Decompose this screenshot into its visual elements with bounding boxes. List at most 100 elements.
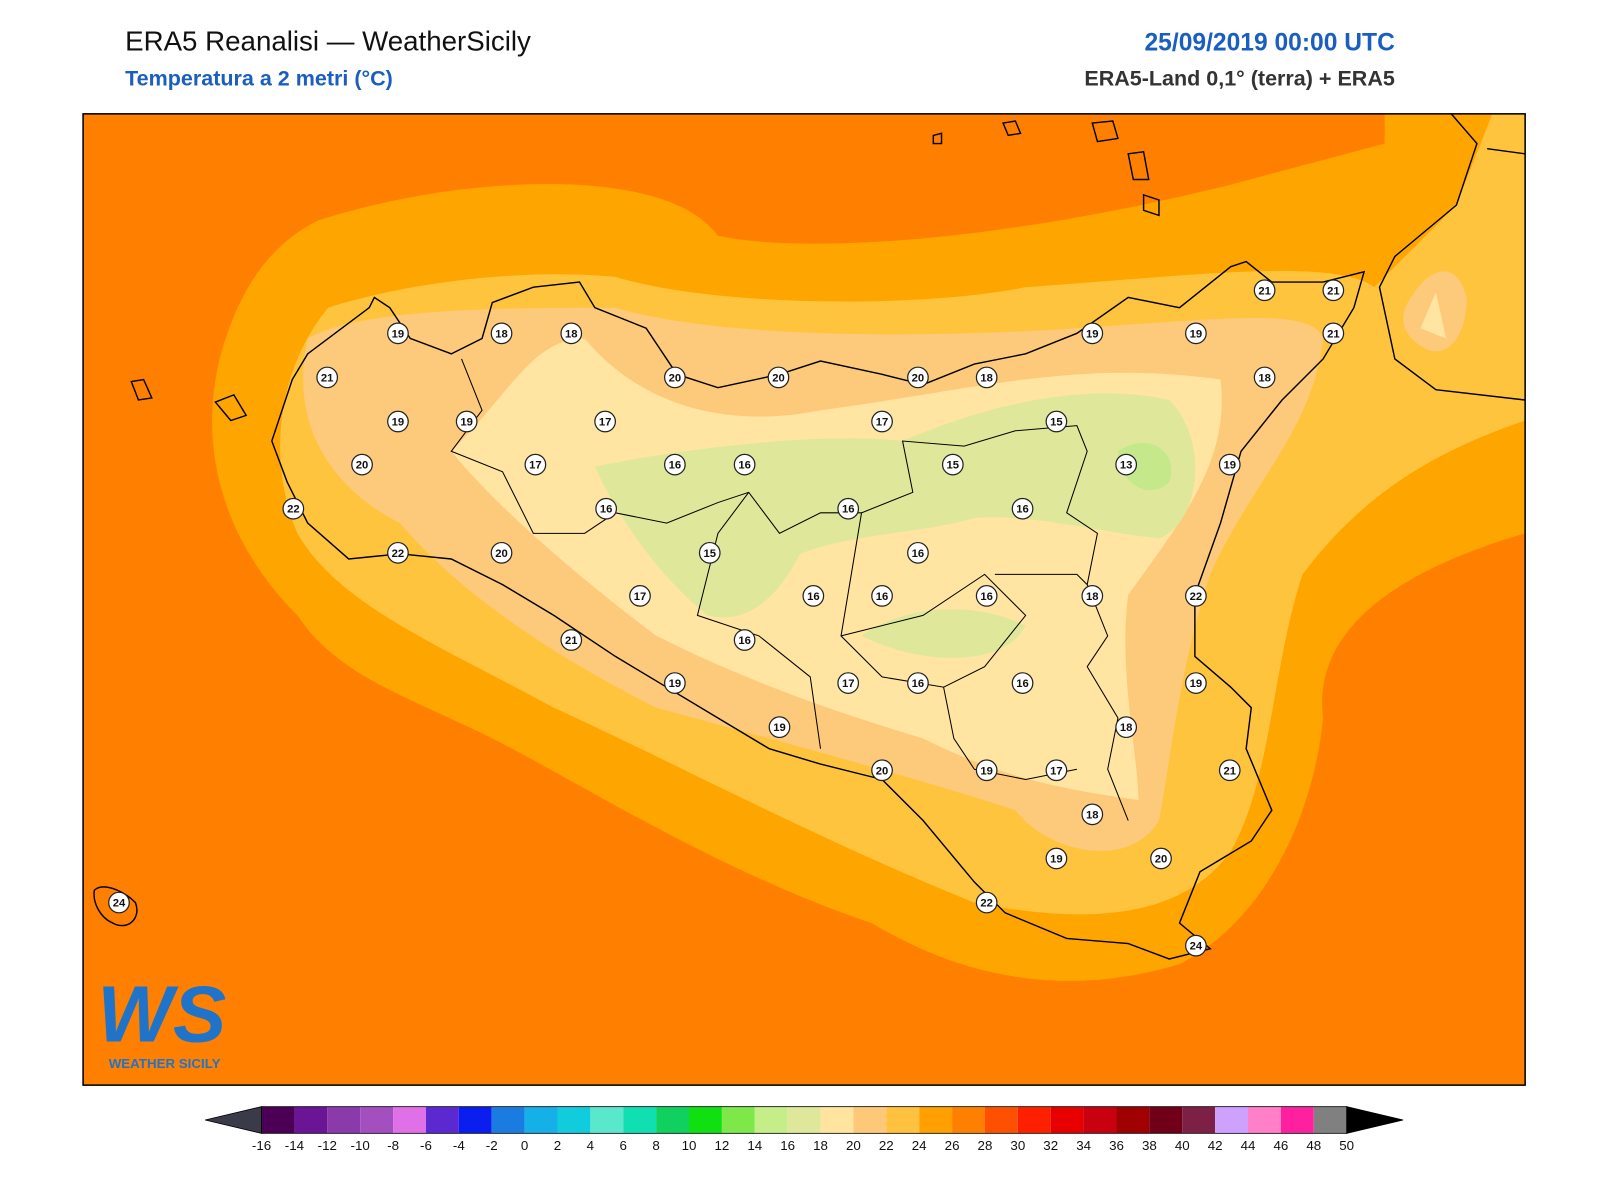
- colorbar-swatch: [1182, 1106, 1216, 1134]
- station-marker: [1011, 672, 1034, 694]
- station-value: 24: [113, 898, 126, 910]
- colorbar-swatch: [261, 1106, 295, 1134]
- station-value: 17: [876, 417, 889, 429]
- colorbar-tick-label: 34: [1076, 1138, 1091, 1153]
- station-value: 18: [1086, 591, 1099, 603]
- station-value: 16: [842, 504, 855, 516]
- station-marker: [524, 453, 547, 476]
- station-marker: [560, 322, 583, 345]
- colorbar-tick-label: -10: [351, 1138, 370, 1153]
- datetime: 25/09/2019 00:00 UTC: [1144, 30, 1395, 57]
- colorbar-tick-label: 24: [912, 1138, 927, 1153]
- station-marker: [282, 497, 305, 520]
- title: ERA5 Reanalisi — WeatherSicily: [125, 25, 531, 56]
- station-marker: [595, 497, 618, 520]
- station-value: 20: [495, 548, 508, 560]
- station-value: 16: [1016, 678, 1029, 690]
- colorbar-swatch: [425, 1106, 459, 1134]
- station-marker: [316, 366, 339, 389]
- colorbar-tick-label: 2: [554, 1138, 561, 1153]
- colorbar-under: [205, 1106, 262, 1134]
- station-value: 20: [1155, 853, 1168, 865]
- colorbar-tick-label: 42: [1208, 1138, 1223, 1153]
- colorbar-swatch: [1313, 1106, 1347, 1134]
- station-value: 19: [392, 417, 405, 429]
- colorbar-tick-label: 18: [813, 1138, 828, 1153]
- colorbar-tick-label: 32: [1043, 1138, 1058, 1153]
- station-value: 20: [876, 765, 889, 777]
- station-marker: [1322, 279, 1345, 302]
- colorbar-swatch: [1116, 1106, 1150, 1134]
- station-marker: [1253, 366, 1276, 389]
- station-marker: [1253, 279, 1276, 302]
- colorbar-tick-label: 12: [714, 1138, 729, 1153]
- station-marker: [387, 410, 409, 433]
- station-marker: [733, 453, 756, 476]
- contour-12: [1117, 443, 1172, 491]
- stations: 19 18 18 21 19 19 20 20 17 20 17 16 16 22 16 16 22 20 15 17…: [108, 279, 1345, 957]
- station-value: 16: [912, 678, 925, 690]
- station-marker: [490, 322, 513, 345]
- station-value: 19: [460, 417, 473, 429]
- station-marker: [1115, 453, 1138, 476]
- station-marker: [1218, 759, 1241, 782]
- station-marker: [1045, 410, 1068, 433]
- colorbar-tick-label: -8: [387, 1138, 399, 1153]
- colorbar-tick-label: 30: [1010, 1138, 1025, 1153]
- station-value: 18: [1120, 722, 1133, 734]
- station-value: 21: [321, 372, 334, 384]
- station-value: 16: [876, 591, 889, 603]
- station-marker: [837, 672, 860, 694]
- colorbar-tick-label: -14: [285, 1138, 305, 1153]
- colorbar-swatch: [886, 1106, 920, 1134]
- colorbar-frame: [261, 1106, 1348, 1134]
- colorbar-swatch: [524, 1106, 558, 1134]
- station-marker: [768, 716, 791, 739]
- colorbar-swatch: [919, 1106, 953, 1134]
- station-marker: [975, 759, 998, 782]
- station-value: 17: [634, 591, 647, 603]
- station-value: 19: [392, 328, 405, 340]
- contour-16: [451, 292, 1447, 800]
- station-value: 16: [807, 591, 820, 603]
- station-marker: [1045, 847, 1068, 870]
- colorbar-swatch: [590, 1106, 624, 1134]
- station-marker: [387, 541, 409, 564]
- station-marker: [663, 672, 686, 694]
- station-value: 19: [1223, 460, 1236, 472]
- station-marker: [1218, 453, 1241, 476]
- station-value: 15: [703, 548, 716, 560]
- station-value: 16: [912, 548, 925, 560]
- colorbar-swatch: [557, 1106, 591, 1134]
- station-value: 21: [1223, 765, 1236, 777]
- station-marker: [767, 366, 790, 389]
- station-value: 17: [529, 460, 542, 472]
- colorbar-swatch: [491, 1106, 525, 1134]
- logo-mark: WS: [97, 970, 226, 1059]
- colorbar-over: [1346, 1106, 1404, 1134]
- station-marker: [1185, 672, 1207, 694]
- station-marker: [907, 672, 929, 694]
- station-marker: [802, 585, 825, 607]
- colorbar-tick-label: 14: [747, 1138, 762, 1153]
- colorbar-swatch: [458, 1106, 492, 1134]
- colorbar-tick-label: 36: [1109, 1138, 1124, 1153]
- station-marker: [1322, 322, 1345, 345]
- colorbar-swatch: [656, 1106, 690, 1134]
- colorbar-tick-label: 44: [1241, 1138, 1256, 1153]
- station-value: 19: [1050, 853, 1063, 865]
- station-marker: [387, 322, 409, 345]
- colorbar-swatch: [393, 1106, 426, 1134]
- province-boundaries: [450, 358, 1129, 821]
- station-marker: [837, 497, 860, 520]
- station-value: 19: [1086, 328, 1099, 340]
- station-value: 20: [912, 372, 925, 384]
- station-value: 22: [287, 504, 300, 516]
- station-value: 19: [773, 722, 786, 734]
- colorbar-tick-label: 26: [945, 1138, 960, 1153]
- colorbar-swatch: [853, 1106, 887, 1134]
- colorbar-tick-label: -6: [420, 1138, 432, 1153]
- colorbar-swatch: [360, 1106, 394, 1134]
- station-value: 24: [1190, 941, 1203, 953]
